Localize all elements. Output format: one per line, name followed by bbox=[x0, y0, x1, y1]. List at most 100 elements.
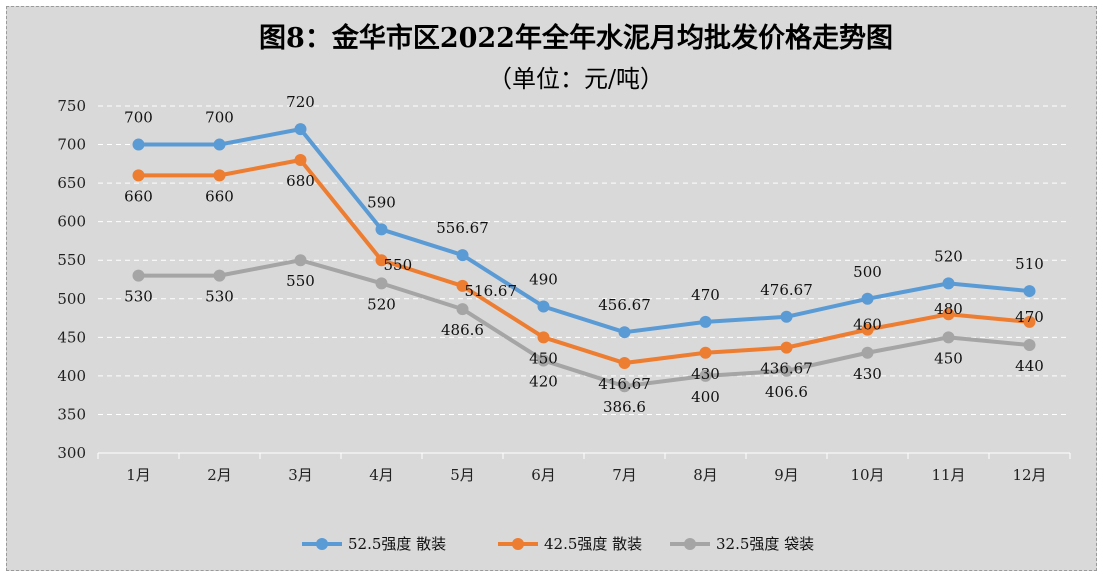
legend-item: 42.5强度 散装 bbox=[498, 535, 642, 553]
data-label: 480 bbox=[934, 300, 963, 318]
y-tick-label: 600 bbox=[57, 213, 86, 231]
data-label: 406.6 bbox=[765, 383, 808, 401]
data-point bbox=[375, 223, 388, 236]
data-point bbox=[861, 292, 874, 305]
data-point bbox=[132, 138, 145, 151]
data-point bbox=[537, 354, 550, 367]
data-label: 430 bbox=[853, 365, 882, 383]
data-point bbox=[375, 277, 388, 290]
data-label: 416.67 bbox=[598, 375, 651, 393]
x-tick-label: 9月 bbox=[774, 466, 799, 484]
data-label: 660 bbox=[124, 187, 153, 205]
data-label: 520 bbox=[367, 295, 396, 313]
grid-lines bbox=[98, 105, 1070, 454]
data-point bbox=[780, 341, 793, 354]
data-point bbox=[942, 308, 955, 321]
x-tick-label: 11月 bbox=[931, 466, 965, 484]
y-tick-label: 500 bbox=[57, 290, 86, 308]
data-point bbox=[213, 169, 226, 182]
data-label: 456.67 bbox=[598, 296, 651, 314]
data-label: 486.6 bbox=[441, 321, 484, 339]
data-label: 470 bbox=[691, 286, 720, 304]
chart-title: 图8：金华市区2022年全年水泥月均批发价格走势图 bbox=[259, 22, 893, 54]
data-label: 476.67 bbox=[760, 281, 813, 299]
data-point bbox=[1023, 315, 1036, 328]
data-point bbox=[294, 153, 307, 166]
x-tick-label: 7月 bbox=[612, 466, 637, 484]
data-label: 700 bbox=[205, 109, 234, 127]
data-point bbox=[618, 326, 631, 339]
data-point bbox=[780, 310, 793, 323]
data-label: 550 bbox=[286, 272, 315, 290]
x-tick-label: 6月 bbox=[531, 466, 556, 484]
data-label: 530 bbox=[205, 288, 234, 306]
data-label: 510 bbox=[1015, 255, 1044, 273]
legend-swatch-marker bbox=[684, 538, 696, 550]
legend-swatch-marker bbox=[316, 538, 328, 550]
data-label: 400 bbox=[691, 388, 720, 406]
data-point bbox=[1023, 339, 1036, 352]
data-label: 420 bbox=[529, 372, 558, 390]
data-point bbox=[861, 346, 874, 359]
x-tick-label: 3月 bbox=[288, 466, 313, 484]
x-tick-label: 8月 bbox=[693, 466, 718, 484]
data-labels: 700 700 720 590 556.67 490 456.67 470 476.67 500 5… bbox=[124, 93, 1044, 416]
data-point bbox=[618, 357, 631, 370]
data-point bbox=[699, 369, 712, 382]
data-point bbox=[213, 269, 226, 282]
data-label: 516.67 bbox=[465, 282, 518, 300]
data-label: 530 bbox=[124, 288, 153, 306]
series-layer bbox=[132, 123, 1036, 393]
y-axis-ticks: 300 350 400 450 500 550 600 650 700 750 bbox=[57, 97, 86, 462]
y-tick-label: 450 bbox=[57, 328, 86, 346]
data-label: 450 bbox=[529, 349, 558, 367]
data-point bbox=[456, 279, 469, 292]
data-label: 500 bbox=[853, 263, 882, 281]
data-point bbox=[699, 346, 712, 359]
y-tick-label: 350 bbox=[57, 405, 86, 423]
data-label: 660 bbox=[205, 187, 234, 205]
data-label: 680 bbox=[286, 172, 315, 190]
legend-swatch-marker bbox=[512, 538, 524, 550]
series-line bbox=[136, 258, 1032, 389]
series-line bbox=[136, 127, 1032, 335]
data-label: 440 bbox=[1015, 357, 1044, 375]
data-point bbox=[699, 315, 712, 328]
legend-item: 52.5强度 散装 bbox=[302, 535, 446, 553]
data-point bbox=[132, 169, 145, 182]
data-label: 470 bbox=[1015, 308, 1044, 326]
data-label: 550 bbox=[384, 256, 413, 274]
series-line bbox=[136, 157, 1032, 366]
legend-item: 32.5强度 袋装 bbox=[670, 535, 814, 553]
x-axis-ticks: 1月 2月 3月 4月 5月 6月 7月 8月 9月 10月 11月 12月 bbox=[97, 453, 1071, 484]
data-label: 590 bbox=[367, 193, 396, 211]
y-tick-label: 700 bbox=[57, 136, 86, 154]
x-tick-label: 12月 bbox=[1012, 466, 1046, 484]
y-tick-label: 650 bbox=[57, 174, 86, 192]
data-label: 450 bbox=[934, 349, 963, 367]
chart-subtitle: （单位：元/吨） bbox=[488, 65, 664, 93]
x-tick-label: 10月 bbox=[850, 466, 884, 484]
data-label: 460 bbox=[853, 316, 882, 334]
legend-label: 32.5强度 袋装 bbox=[716, 535, 814, 553]
data-label: 490 bbox=[529, 270, 558, 288]
data-point bbox=[861, 323, 874, 336]
data-label: 436.67 bbox=[760, 360, 813, 378]
data-label: 386.6 bbox=[603, 398, 646, 416]
data-label: 520 bbox=[934, 247, 963, 265]
legend-label: 52.5强度 散装 bbox=[348, 535, 446, 553]
data-label: 700 bbox=[124, 109, 153, 127]
data-point bbox=[294, 254, 307, 267]
x-tick-label: 2月 bbox=[207, 466, 232, 484]
y-tick-label: 550 bbox=[57, 251, 86, 269]
data-point bbox=[132, 269, 145, 282]
data-point bbox=[618, 380, 631, 393]
data-point bbox=[942, 277, 955, 290]
x-tick-label: 4月 bbox=[369, 466, 394, 484]
data-point bbox=[537, 300, 550, 313]
data-point bbox=[537, 331, 550, 344]
x-tick-label: 5月 bbox=[450, 466, 475, 484]
y-tick-label: 400 bbox=[57, 367, 86, 385]
data-label: 556.67 bbox=[436, 219, 489, 237]
